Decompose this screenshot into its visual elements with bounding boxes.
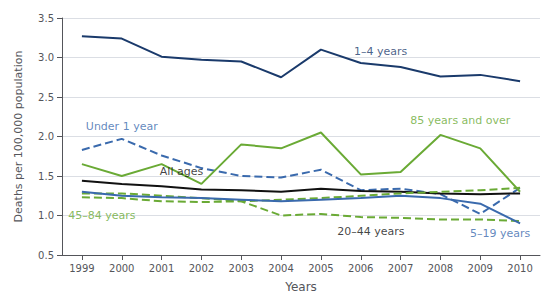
svg-text:2006: 2006: [348, 263, 373, 274]
svg-text:2003: 2003: [229, 263, 254, 274]
svg-text:2000: 2000: [109, 263, 134, 274]
svg-text:2002: 2002: [189, 263, 214, 274]
svg-text:5–19 years: 5–19 years: [470, 227, 531, 240]
svg-text:1–4 years: 1–4 years: [354, 45, 408, 58]
svg-text:20–44 years: 20–44 years: [337, 225, 405, 238]
svg-text:45–84 years: 45–84 years: [68, 209, 136, 222]
svg-text:2007: 2007: [388, 263, 413, 274]
svg-text:85 years and over: 85 years and over: [410, 114, 510, 127]
svg-text:1.5: 1.5: [38, 171, 54, 182]
svg-text:All ages: All ages: [160, 165, 204, 178]
svg-text:2.5: 2.5: [38, 92, 54, 103]
svg-text:3.0: 3.0: [38, 52, 54, 63]
svg-text:2004: 2004: [268, 263, 293, 274]
svg-text:Deaths per 100,000 population: Deaths per 100,000 population: [12, 51, 25, 223]
svg-text:2010: 2010: [507, 263, 532, 274]
svg-text:1.0: 1.0: [38, 210, 54, 221]
svg-text:Under 1 year: Under 1 year: [86, 120, 158, 133]
svg-text:0.5: 0.5: [38, 250, 54, 261]
svg-text:2.0: 2.0: [38, 131, 54, 142]
svg-text:2008: 2008: [428, 263, 453, 274]
svg-text:2005: 2005: [308, 263, 333, 274]
svg-text:Years: Years: [284, 280, 317, 294]
svg-text:2001: 2001: [149, 263, 174, 274]
svg-text:2009: 2009: [468, 263, 493, 274]
svg-text:3.5: 3.5: [38, 13, 54, 24]
svg-text:1999: 1999: [69, 263, 94, 274]
